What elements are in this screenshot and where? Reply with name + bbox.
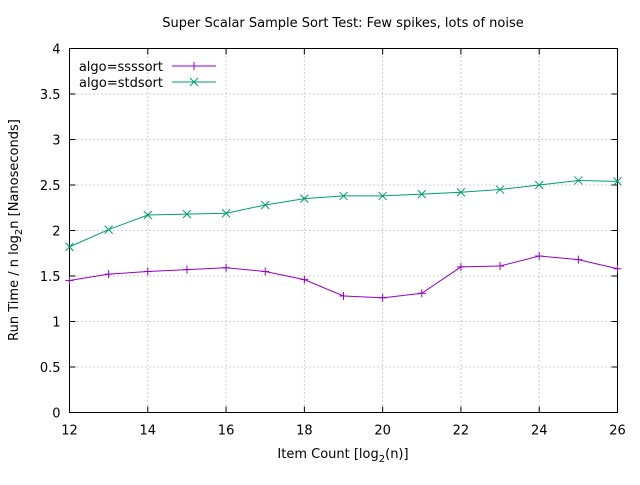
data-point (613, 177, 622, 186)
data-point (104, 270, 113, 279)
data-point (339, 191, 348, 201)
series-layer (65, 176, 622, 302)
series-algo-stdsort (65, 176, 622, 252)
x-tick-label: 14 (140, 424, 157, 439)
data-point (222, 263, 231, 272)
series-line (69, 179, 618, 248)
data-point (613, 264, 622, 273)
legend-label: algo=ssssort (79, 60, 163, 75)
data-point (417, 289, 426, 298)
grid (69, 48, 618, 413)
y-axis-label-suffix: n [Nanoseconds] (7, 119, 22, 229)
y-tick-label: 1 (52, 316, 60, 331)
data-point (260, 200, 270, 210)
series-algo-ssssort (65, 251, 622, 302)
series-line (69, 255, 618, 299)
y-tick-label: 0 (52, 407, 60, 422)
legend-entry: algo=ssssort (79, 60, 216, 75)
data-point (378, 191, 387, 201)
x-tick-label: 12 (61, 424, 78, 439)
data-point (574, 255, 583, 264)
y-axis-label: Run Time / n log2n [Nanoseconds] (7, 119, 25, 341)
data-point (339, 292, 348, 301)
data-point (456, 187, 466, 197)
x-tick-label: 24 (531, 424, 548, 439)
data-point (261, 267, 270, 276)
plot-frame (69, 48, 618, 413)
data-point (300, 194, 309, 204)
legend-swatch-marker (189, 77, 199, 87)
data-point (104, 225, 113, 234)
x-tick-label: 18 (296, 424, 313, 439)
x-tick-label: 16 (218, 424, 235, 439)
y-tick-label: 2.5 (40, 179, 61, 194)
data-point (143, 267, 152, 276)
x-axis-label-prefix: Item Count [log (277, 447, 378, 462)
y-tick-label: 0.5 (40, 361, 61, 376)
data-point (300, 275, 309, 284)
data-point (65, 242, 74, 252)
x-axis-label-subscript: 2 (379, 454, 385, 465)
data-point (574, 176, 583, 185)
x-tick-label: 22 (453, 424, 470, 439)
data-point (495, 185, 505, 194)
legend-entry: algo=stdsort (79, 76, 216, 91)
chart-title: Super Scalar Sample Sort Test: Few spike… (162, 16, 523, 31)
data-point (534, 180, 544, 190)
legend-label: algo=stdsort (79, 76, 163, 91)
y-tick-label: 2 (52, 225, 60, 240)
data-point (456, 262, 465, 271)
y-tick-label: 3 (52, 134, 60, 149)
data-point (65, 276, 74, 285)
data-point (182, 265, 191, 274)
data-point (378, 293, 387, 302)
y-axis-label-prefix: Run Time / n log (7, 235, 22, 341)
data-point (143, 210, 153, 220)
data-point (417, 189, 427, 199)
y-tick-label: 4 (52, 43, 60, 58)
data-point (496, 261, 505, 270)
y-tick-label: 1.5 (40, 270, 61, 285)
y-tick-label: 3.5 (40, 88, 61, 103)
data-point (182, 209, 192, 219)
data-point (221, 208, 231, 218)
y-axis-label-subscript: 2 (14, 229, 25, 235)
legend-swatch-marker (190, 62, 198, 70)
data-point (535, 251, 544, 260)
x-tick-label: 20 (374, 424, 391, 439)
x-axis-label: Item Count [log2(n)] (277, 447, 408, 465)
axis-ticks: 0 0.5 1 1.5 2 2.5 3 3.5 4 12 14 16 18 20 22 24 26 (40, 43, 626, 439)
x-tick-label: 26 (609, 424, 626, 439)
x-axis-label-suffix: (n)] (385, 447, 408, 462)
